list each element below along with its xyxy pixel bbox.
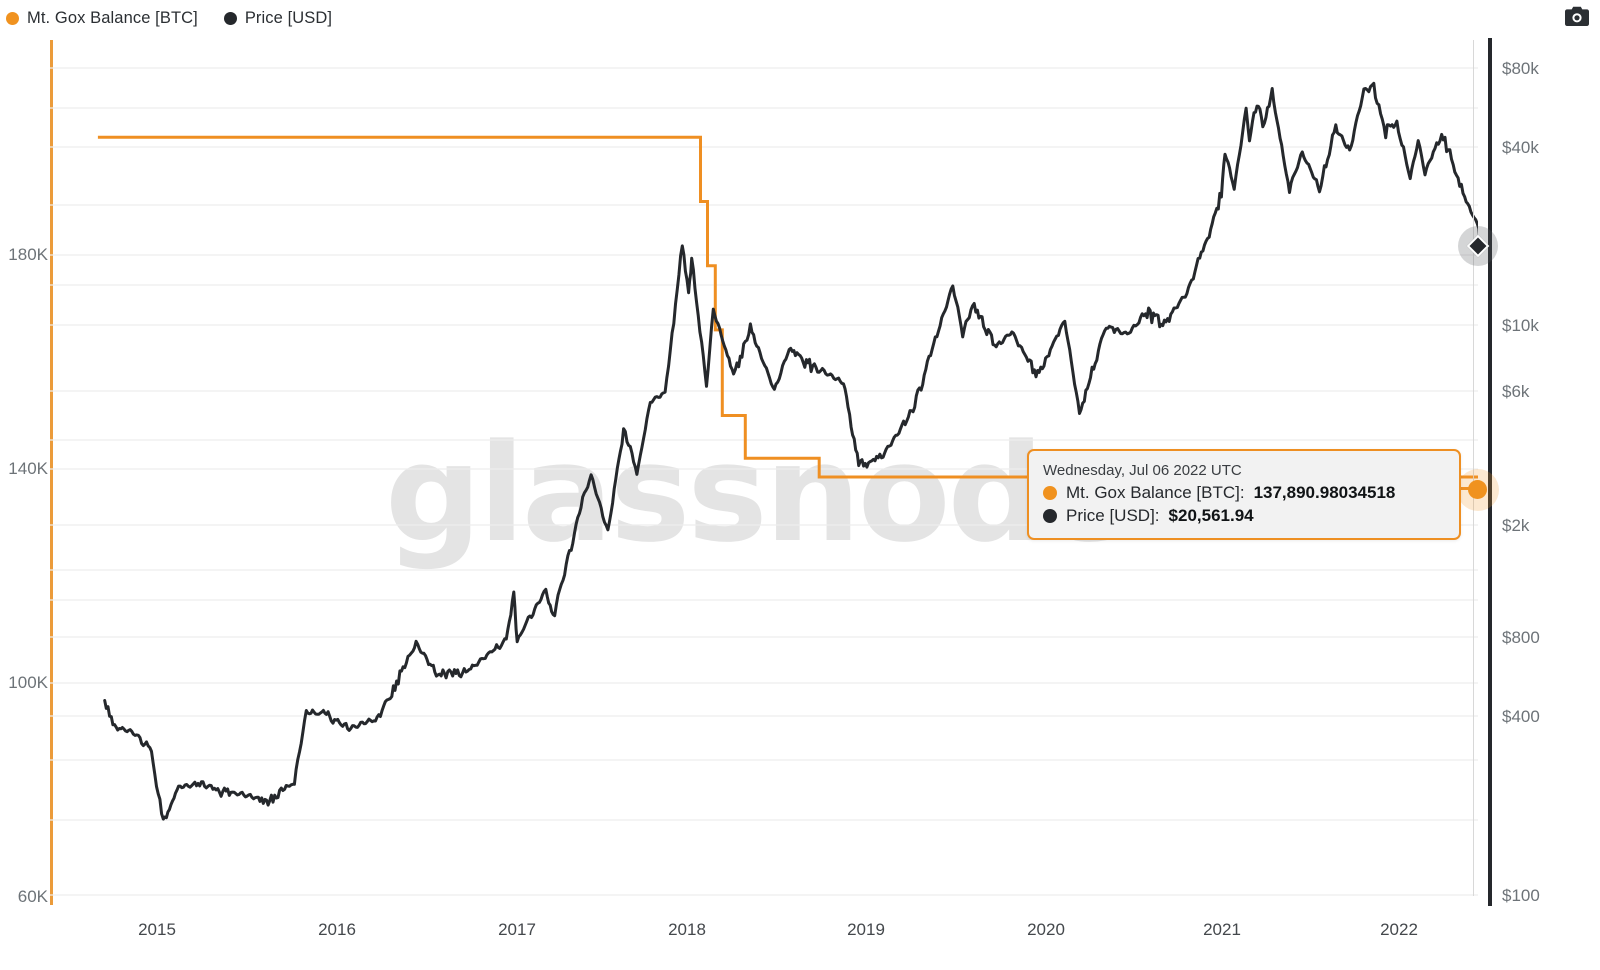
tooltip-value-balance: 137,890.98034518	[1253, 483, 1396, 502]
x-axis-tick-2015: 2015	[138, 920, 176, 939]
mt-gox-balance-series	[97, 135, 1478, 479]
chart-legend: Mt. Gox Balance [BTC] Price [USD]	[6, 6, 332, 30]
left-axis-tick-0: 180K	[8, 245, 48, 264]
legend-item-mt-gox-balance[interactable]: Mt. Gox Balance [BTC]	[6, 9, 198, 28]
gridlines	[50, 67, 1478, 896]
right-axis-tick-5: $800	[1502, 628, 1540, 647]
circle-icon	[6, 11, 19, 25]
right-axis-tick-2: $10k	[1502, 316, 1539, 335]
right-axis-tick-0: $80k	[1502, 59, 1539, 78]
plot-area[interactable]	[50, 40, 1478, 896]
tooltip-value-price: $20,561.94	[1168, 506, 1254, 525]
right-axis-tick-3: $6k	[1502, 382, 1530, 401]
tooltip-date: Wednesday, Jul 06 2022 UTC	[1043, 462, 1242, 479]
right-axis-tick-7: $100	[1502, 886, 1540, 905]
left-axis-line	[50, 40, 53, 905]
x-axis-tick-2020: 2020	[1027, 920, 1065, 939]
tooltip-label-balance: Mt. Gox Balance [BTC]:	[1066, 483, 1245, 502]
circle-icon	[223, 11, 237, 25]
right-axis-line	[1488, 38, 1492, 906]
circle-icon	[1043, 486, 1057, 500]
chart-canvas[interactable]	[50, 40, 1478, 896]
right-axis-tick-4: $2k	[1502, 516, 1530, 535]
circle-icon	[1043, 509, 1057, 523]
crosshair-line	[1473, 40, 1474, 896]
right-axis-tick-6: $400	[1502, 707, 1540, 726]
price-series	[103, 81, 1478, 821]
screenshot-button[interactable]	[1562, 3, 1592, 29]
legend-label-price: Price [USD]	[244, 8, 333, 27]
left-axis-tick-2: 100K	[8, 673, 48, 692]
x-axis-tick-2018: 2018	[668, 920, 706, 939]
chart-tooltip: Wednesday, Jul 06 2022 UTC Mt. Gox Balan…	[1027, 449, 1461, 540]
balance-value-marker[interactable]	[1468, 480, 1487, 499]
x-axis-tick-2016: 2016	[318, 920, 356, 939]
x-axis-tick-2019: 2019	[847, 920, 885, 939]
left-axis-tick-3: 60K	[17, 887, 48, 906]
x-axis-tick-2022: 2022	[1380, 920, 1418, 939]
tooltip-row-price: Price [USD]: $20,561.94	[1043, 506, 1445, 526]
legend-label-mt-gox-balance: Mt. Gox Balance [BTC]	[27, 8, 198, 27]
legend-item-price[interactable]: Price [USD]	[223, 8, 333, 28]
tooltip-row-balance: Mt. Gox Balance [BTC]: 137,890.98034518	[1043, 483, 1445, 503]
left-axis-tick-1: 140K	[8, 459, 48, 478]
x-axis-tick-2017: 2017	[498, 920, 536, 939]
camera-icon	[1565, 6, 1589, 26]
right-axis-tick-1: $40k	[1502, 138, 1539, 157]
tooltip-label-price: Price [USD]:	[1066, 506, 1160, 525]
x-axis-tick-2021: 2021	[1203, 920, 1241, 939]
